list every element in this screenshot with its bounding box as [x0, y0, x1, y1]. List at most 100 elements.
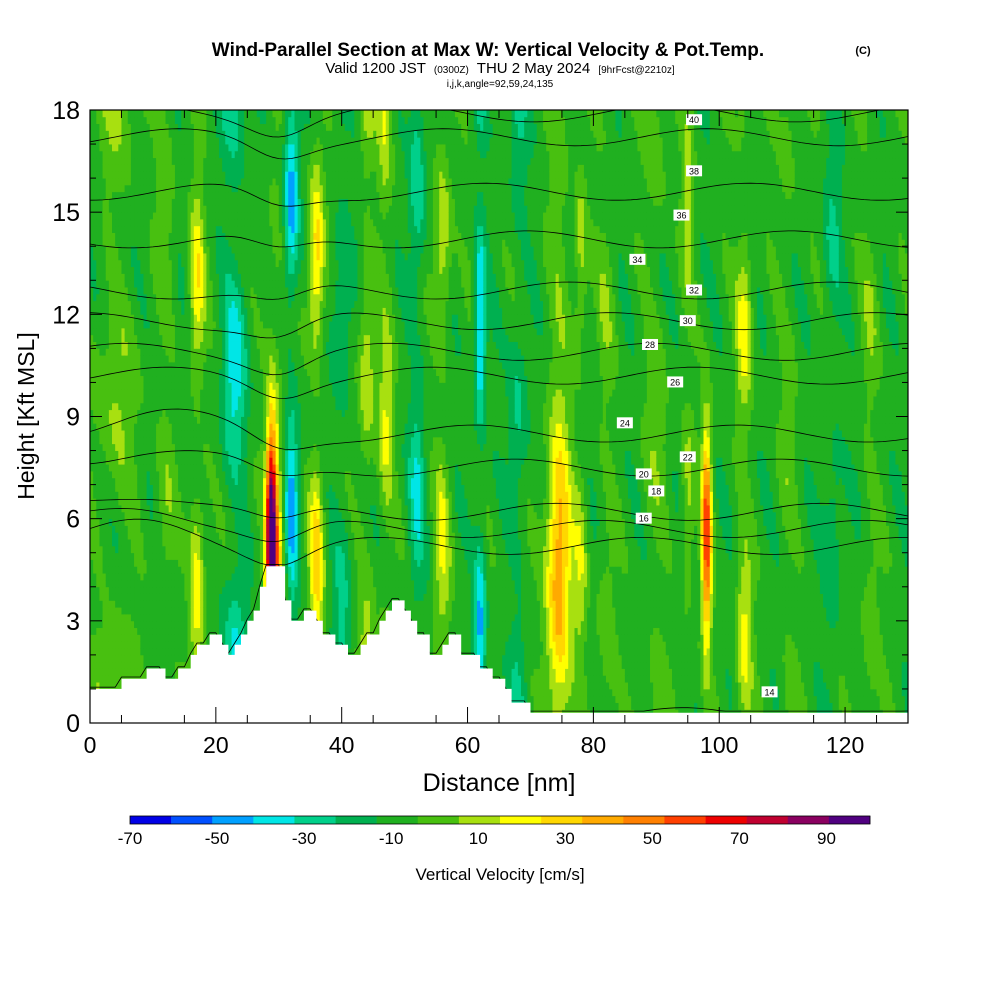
velocity-cell	[260, 430, 264, 437]
velocity-cell	[254, 212, 258, 219]
velocity-cell	[222, 287, 226, 294]
velocity-cell	[134, 151, 138, 158]
velocity-cell	[260, 219, 264, 226]
velocity-cell	[178, 471, 182, 478]
velocity-cell	[200, 505, 204, 512]
velocity-cell	[181, 417, 185, 424]
velocity-cell	[166, 560, 170, 567]
velocity-cell	[150, 239, 154, 246]
velocity-cell	[178, 410, 182, 417]
velocity-cell	[112, 587, 116, 594]
velocity-cell	[125, 369, 129, 376]
velocity-cell	[121, 532, 125, 539]
velocity-cell	[244, 451, 248, 458]
velocity-cell	[178, 158, 182, 165]
velocity-cell	[254, 410, 258, 417]
velocity-cell	[216, 185, 220, 192]
velocity-cell	[254, 362, 258, 369]
velocity-cell	[112, 348, 116, 355]
velocity-cell	[238, 471, 242, 478]
velocity-cell	[184, 471, 188, 478]
velocity-cell	[172, 137, 176, 144]
velocity-cell	[156, 655, 160, 662]
velocity-cell	[188, 478, 192, 485]
velocity-cell	[191, 124, 195, 131]
velocity-cell	[128, 342, 132, 349]
velocity-cell	[115, 614, 119, 621]
velocity-cell	[140, 158, 144, 165]
velocity-cell	[247, 573, 251, 580]
velocity-cell	[137, 587, 141, 594]
velocity-cell	[250, 308, 254, 315]
velocity-cell	[228, 464, 232, 471]
velocity-cell	[210, 423, 214, 430]
velocity-cell	[169, 171, 173, 178]
velocity-cell	[254, 342, 258, 349]
velocity-cell	[235, 199, 239, 206]
velocity-cell	[128, 328, 132, 335]
velocity-cell	[134, 219, 138, 226]
velocity-cell	[257, 491, 261, 498]
velocity-cell	[162, 212, 166, 219]
velocity-cell	[238, 226, 242, 233]
velocity-cell	[169, 260, 173, 267]
velocity-cell	[238, 219, 242, 226]
velocity-cell	[125, 621, 129, 628]
velocity-cell	[112, 328, 116, 335]
velocity-cell	[222, 301, 226, 308]
velocity-cell	[200, 273, 204, 280]
velocity-cell	[175, 417, 179, 424]
velocity-cell	[175, 655, 179, 662]
velocity-cell	[128, 471, 132, 478]
velocity-cell	[232, 396, 236, 403]
velocity-cell	[118, 260, 122, 267]
velocity-cell	[169, 423, 173, 430]
velocity-cell	[247, 239, 251, 246]
velocity-cell	[96, 396, 100, 403]
velocity-cell	[213, 273, 217, 280]
velocity-cell	[125, 560, 129, 567]
velocity-cell	[238, 314, 242, 321]
velocity-cell	[216, 573, 220, 580]
velocity-cell	[96, 600, 100, 607]
velocity-cell	[184, 130, 188, 137]
velocity-cell	[178, 178, 182, 185]
velocity-cell	[254, 471, 258, 478]
velocity-cell	[260, 185, 264, 192]
velocity-cell	[175, 600, 179, 607]
velocity-cell	[210, 308, 214, 315]
velocity-cell	[125, 648, 129, 655]
velocity-cell	[232, 444, 236, 451]
velocity-cell	[150, 130, 154, 137]
velocity-cell	[172, 532, 176, 539]
velocity-cell	[159, 158, 163, 165]
velocity-cell	[128, 267, 132, 274]
velocity-cell	[96, 171, 100, 178]
velocity-cell	[203, 525, 207, 532]
velocity-cell	[216, 151, 220, 158]
velocity-cell	[121, 389, 125, 396]
velocity-cell	[169, 389, 173, 396]
velocity-cell	[172, 539, 176, 546]
velocity-cell	[166, 417, 170, 424]
velocity-cell	[134, 580, 138, 587]
velocity-cell	[112, 437, 116, 444]
velocity-cell	[194, 185, 198, 192]
velocity-cell	[210, 314, 214, 321]
velocity-cell	[156, 600, 160, 607]
velocity-cell	[125, 573, 129, 580]
velocity-cell	[134, 648, 138, 655]
velocity-cell	[260, 287, 264, 294]
velocity-cell	[128, 185, 132, 192]
velocity-cell	[197, 471, 201, 478]
velocity-cell	[169, 464, 173, 471]
velocity-cell	[197, 539, 201, 546]
velocity-cell	[99, 321, 103, 328]
velocity-cell	[194, 219, 198, 226]
velocity-cell	[134, 532, 138, 539]
velocity-cell	[232, 253, 236, 260]
velocity-cell	[103, 233, 107, 240]
velocity-cell	[241, 355, 245, 362]
velocity-cell	[175, 171, 179, 178]
velocity-cell	[241, 308, 245, 315]
